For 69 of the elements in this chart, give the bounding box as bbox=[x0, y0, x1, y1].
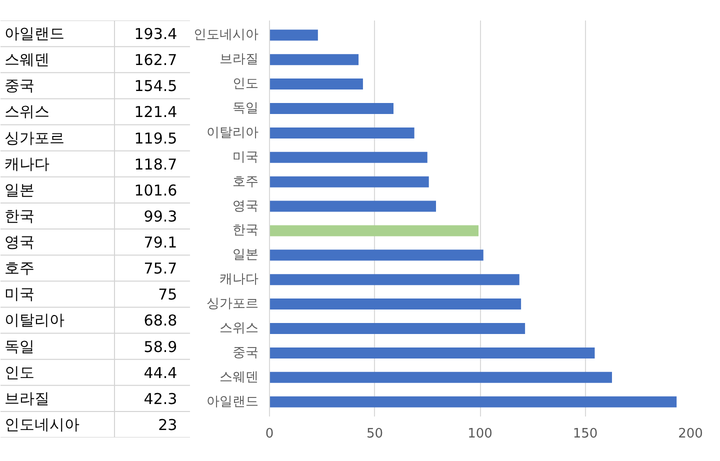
category-label: 미국 bbox=[4, 285, 34, 304]
bar bbox=[270, 200, 436, 212]
y-tick-label: 호주 bbox=[232, 174, 258, 190]
y-tick-label: 캐나다 bbox=[220, 272, 258, 288]
bar bbox=[270, 347, 595, 358]
y-tick-label: 일본 bbox=[232, 248, 258, 263]
data-label: 121.4 bbox=[134, 103, 178, 122]
bar bbox=[270, 176, 429, 188]
data-label: 193.4 bbox=[134, 25, 178, 44]
y-tick-label: 독일 bbox=[232, 101, 258, 116]
data-label: 44.4 bbox=[144, 364, 178, 382]
y-tick-label: 미국 bbox=[232, 150, 258, 165]
x-tick-label: 150 bbox=[572, 426, 598, 442]
bar bbox=[270, 103, 394, 114]
category-label: 싱가포르 bbox=[4, 128, 64, 147]
data-label: 154.5 bbox=[134, 77, 178, 96]
bar bbox=[270, 152, 428, 163]
category-label: 호주 bbox=[4, 259, 34, 278]
data-label: 42.3 bbox=[144, 390, 178, 408]
bar bbox=[270, 372, 612, 383]
category-label: 캐나다 bbox=[4, 154, 50, 173]
y-tick-label: 한국 bbox=[232, 223, 258, 238]
y-tick-label: 스웨덴 bbox=[220, 370, 258, 385]
x-tick-label: 0 bbox=[265, 426, 274, 442]
data-label: 68.8 bbox=[144, 312, 178, 330]
data-label: 101.6 bbox=[134, 181, 178, 200]
category-label: 인도 bbox=[4, 363, 34, 382]
data-label: 162.7 bbox=[134, 51, 178, 70]
category-label: 일본 bbox=[4, 180, 34, 199]
data-label: 119.5 bbox=[134, 129, 178, 148]
bar bbox=[270, 54, 359, 66]
data-label: 23 bbox=[158, 416, 178, 434]
data-label: 99.3 bbox=[144, 207, 178, 226]
y-tick-label: 이탈리아 bbox=[206, 125, 258, 140]
y-tick-label: 인도 bbox=[232, 76, 258, 92]
category-label: 영국 bbox=[4, 233, 34, 252]
bar bbox=[270, 250, 484, 261]
category-label: 아일랜드 bbox=[4, 24, 64, 43]
category-label: 중국 bbox=[4, 76, 34, 95]
y-tick-label: 싱가포르 bbox=[206, 296, 258, 312]
category-label: 브라질 bbox=[4, 389, 50, 408]
y-tick-label: 인도네시아 bbox=[194, 28, 258, 43]
y-tick-label: 중국 bbox=[232, 345, 258, 360]
y-tick-label: 영국 bbox=[232, 198, 258, 214]
y-tick-label: 스위스 bbox=[220, 321, 258, 336]
bar bbox=[270, 298, 522, 310]
category-label: 스웨덴 bbox=[4, 50, 50, 69]
category-label: 이탈리아 bbox=[4, 311, 64, 330]
y-tick-label: 아일랜드 bbox=[206, 394, 258, 410]
data-label: 118.7 bbox=[134, 155, 178, 174]
bar bbox=[270, 396, 677, 408]
bar bbox=[270, 127, 414, 138]
bar bbox=[270, 323, 526, 334]
bar bbox=[270, 78, 363, 90]
data-label: 75 bbox=[158, 286, 178, 304]
x-tick-label: 100 bbox=[468, 426, 492, 442]
category-label: 한국 bbox=[4, 206, 34, 225]
category-label: 독일 bbox=[4, 337, 34, 356]
x-tick-label: 50 bbox=[366, 426, 384, 442]
bar bbox=[270, 30, 318, 41]
data-label: 58.9 bbox=[144, 338, 178, 356]
bar bbox=[270, 274, 520, 286]
data-label: 79.1 bbox=[144, 234, 178, 252]
x-tick-label: 200 bbox=[678, 426, 703, 442]
category-label: 스위스 bbox=[4, 102, 50, 121]
data-label: 75.7 bbox=[144, 260, 178, 278]
bar bbox=[270, 225, 479, 236]
category-label: 인도네시아 bbox=[4, 415, 80, 434]
y-tick-label: 브라질 bbox=[220, 52, 258, 68]
